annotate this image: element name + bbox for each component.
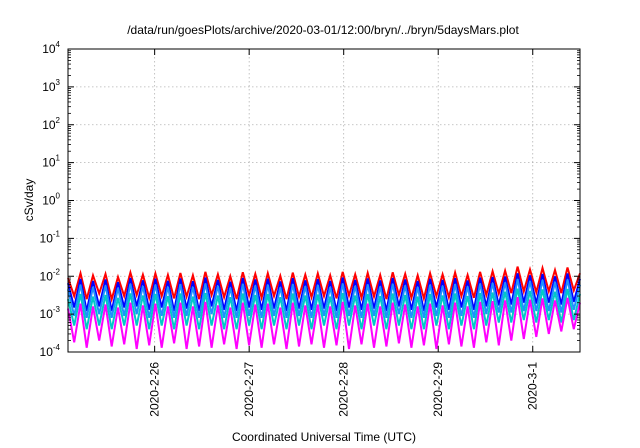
y-tick-label: 100 bbox=[42, 192, 60, 208]
x-tick-label: 2020-2-26 bbox=[148, 362, 162, 417]
y-tick-label: 10-3 bbox=[40, 305, 61, 321]
series-layer bbox=[67, 264, 581, 350]
y-tick-exponent: 2 bbox=[56, 116, 61, 125]
y-tick-label: 104 bbox=[42, 40, 60, 56]
y-tick-base: 10 bbox=[42, 118, 56, 132]
y-tick-base: 10 bbox=[42, 194, 56, 208]
series-line bbox=[67, 264, 581, 303]
y-tick-exponent: -2 bbox=[53, 267, 61, 276]
y-tick-label: 101 bbox=[42, 154, 60, 170]
chart-title: /data/run/goesPlots/archive/2020-03-01/1… bbox=[127, 23, 519, 37]
y-tick-exponent: 1 bbox=[56, 154, 61, 163]
x-tick-label: 2020-3-1 bbox=[526, 362, 540, 410]
y-tick-base: 10 bbox=[40, 345, 54, 359]
y-axis-label: cSv/day bbox=[22, 179, 36, 222]
y-tick-base: 10 bbox=[40, 307, 54, 321]
y-tick-base: 10 bbox=[42, 80, 56, 94]
series-line bbox=[67, 278, 581, 319]
y-tick-base: 10 bbox=[42, 42, 56, 56]
y-tick-base: 10 bbox=[40, 269, 54, 283]
y-tick-exponent: -3 bbox=[53, 305, 61, 314]
y-tick-label: 10-4 bbox=[40, 343, 61, 359]
x-tick-label: 2020-2-27 bbox=[242, 362, 256, 417]
y-tick-label: 10-2 bbox=[40, 267, 61, 283]
y-tick-label: 10-1 bbox=[40, 229, 61, 245]
y-tick-base: 10 bbox=[40, 231, 54, 245]
y-tick-label: 102 bbox=[42, 116, 60, 132]
x-tick-label: 2020-2-28 bbox=[337, 362, 351, 417]
x-axis: 2020-2-26 2020-2-27 2020-2-28 2020-2-29 2020… bbox=[148, 49, 540, 417]
y-tick-exponent: 4 bbox=[56, 40, 61, 49]
y-tick-exponent: -1 bbox=[53, 229, 61, 238]
x-axis-label: Coordinated Universal Time (UTC) bbox=[232, 430, 416, 444]
series-line bbox=[67, 288, 581, 330]
y-tick-exponent: 3 bbox=[56, 78, 61, 87]
y-tick-label: 103 bbox=[42, 78, 60, 94]
x-tick-label: 2020-2-29 bbox=[431, 362, 445, 417]
y-tick-exponent: 0 bbox=[56, 192, 61, 201]
series-line bbox=[67, 297, 581, 350]
series-line bbox=[67, 273, 581, 312]
y-tick-base: 10 bbox=[42, 156, 56, 170]
y-tick-exponent: -4 bbox=[53, 343, 61, 352]
